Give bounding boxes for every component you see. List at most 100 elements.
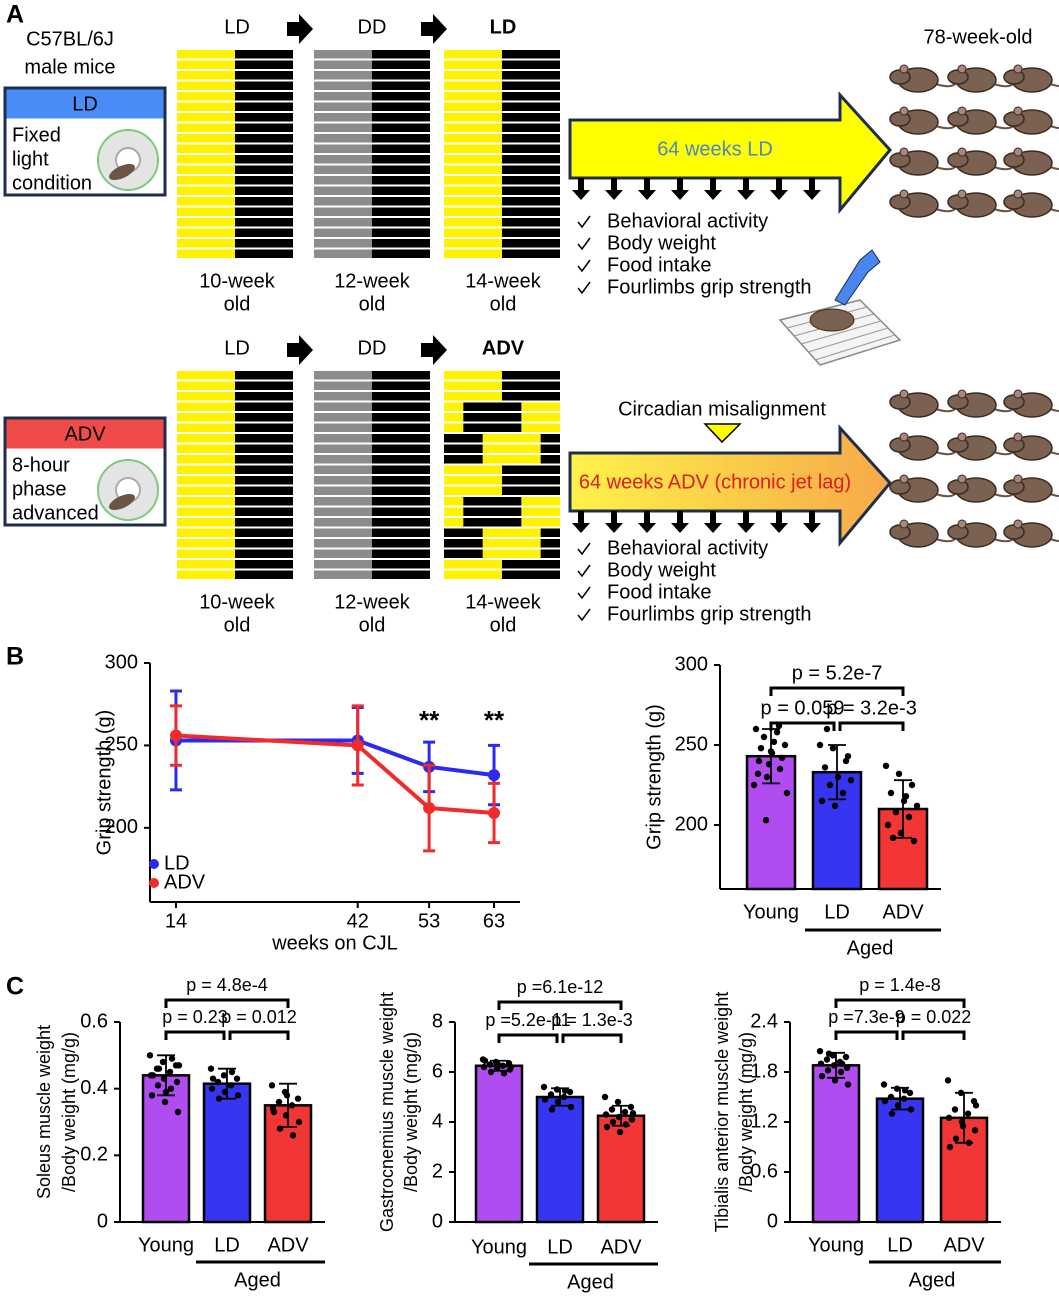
- dark-phase: [235, 371, 293, 380]
- line: [175, 733, 495, 815]
- dark-phase: [235, 455, 293, 464]
- data-point: [818, 1072, 826, 1080]
- measure-arrow: [770, 178, 788, 200]
- dark-phase: [235, 392, 293, 401]
- data-point: [609, 1118, 617, 1126]
- significance-bracket: [834, 998, 966, 1008]
- dark-phase: [502, 570, 560, 579]
- data-point: [168, 1055, 176, 1062]
- light-phase: [177, 102, 235, 111]
- duration-text: 64 weeks LD: [657, 138, 773, 160]
- dark-phase: [372, 50, 430, 59]
- dark-phase: [235, 507, 293, 516]
- data-point: [757, 745, 765, 752]
- bar: [474, 1064, 524, 1224]
- checkmark: [577, 237, 591, 251]
- dark-phase: [372, 249, 430, 258]
- panel-label: C: [6, 973, 24, 1001]
- marker: [351, 739, 364, 752]
- mouse-ear: [957, 432, 967, 442]
- data-point: [214, 1078, 222, 1086]
- light-phase: [177, 239, 235, 248]
- light-phase: [177, 549, 235, 558]
- p-value: p = 4.8e-4: [186, 975, 268, 995]
- light-phase: [444, 549, 560, 558]
- light-phase: [177, 81, 235, 90]
- light-phase: [177, 123, 235, 132]
- dark-phase: [235, 381, 293, 390]
- y-tick-label: 250: [105, 734, 138, 756]
- measurement: Food intake: [607, 254, 712, 276]
- mouse-ear: [899, 189, 909, 199]
- light-phase: [177, 176, 235, 185]
- y-tick-label: 4: [432, 1110, 443, 1132]
- data-point: [174, 1108, 182, 1116]
- age-label: old: [490, 293, 517, 315]
- dark-phase: [372, 528, 430, 537]
- data-point: [844, 1081, 852, 1088]
- dark-phase: [235, 228, 293, 237]
- dark-phase: [540, 455, 560, 464]
- dark-phase: [235, 92, 293, 101]
- mouse-ear: [899, 389, 909, 399]
- checkmark: [577, 542, 591, 556]
- light-phase: [177, 476, 235, 485]
- subjective-light: [314, 507, 372, 516]
- dark-phase: [235, 476, 293, 485]
- subjective-light: [314, 486, 372, 495]
- data-point: [275, 1098, 283, 1106]
- dark-phase: [502, 249, 560, 258]
- subjective-light: [314, 497, 372, 506]
- dark-phase: [463, 413, 522, 422]
- dark-phase: [463, 402, 522, 411]
- age-label: old: [224, 293, 251, 315]
- y-tick-label: 0.6: [750, 1160, 778, 1182]
- significance-bracket: [228, 1030, 290, 1040]
- dark-phase: [444, 549, 483, 558]
- data-point: [884, 821, 892, 829]
- light-phase: [177, 144, 235, 153]
- light-phase: [177, 381, 235, 390]
- data-point: [750, 781, 758, 789]
- age-label: 14-week: [465, 591, 542, 613]
- p-value: p = 0.059: [761, 697, 845, 719]
- data-point: [952, 1135, 960, 1142]
- y-tick-label: 8: [432, 1010, 443, 1032]
- mouse-ear: [1013, 147, 1023, 157]
- data-point: [821, 764, 829, 771]
- light-phase: [177, 113, 235, 122]
- data-point: [220, 1072, 228, 1079]
- phase-label: LD: [224, 16, 250, 38]
- dark-phase: [235, 123, 293, 132]
- dark-phase: [502, 176, 560, 185]
- measurement: Behavioral activity: [607, 210, 768, 232]
- dark-phase: [502, 228, 560, 237]
- subjective-light: [314, 528, 372, 537]
- data-point: [295, 1118, 303, 1126]
- subjective-light: [314, 207, 372, 216]
- subjective-light: [314, 518, 372, 527]
- mouse-ear: [899, 432, 909, 442]
- p-value: p =6.1e-12: [517, 977, 604, 997]
- transition-arrow: [421, 335, 447, 365]
- light-phase: [444, 539, 560, 548]
- light-phase: [444, 434, 560, 443]
- light-phase: [444, 176, 502, 185]
- light-phase: [444, 123, 502, 132]
- x-tick-label: 14: [165, 910, 187, 932]
- dark-phase: [372, 239, 430, 248]
- p-value: p = 1.3e-3: [551, 1010, 633, 1030]
- checkmark: [577, 608, 591, 622]
- subjective-light: [314, 465, 372, 474]
- dark-phase: [540, 539, 560, 548]
- light-phase: [177, 228, 235, 237]
- dark-phase: [372, 81, 430, 90]
- category-label: Young: [471, 1236, 527, 1258]
- dark-phase: [235, 71, 293, 80]
- measure-arrow: [737, 178, 755, 200]
- mouse-ear: [1013, 64, 1023, 74]
- data-point: [837, 1068, 845, 1076]
- condition-label: ADV: [64, 423, 106, 445]
- dark-phase: [372, 518, 430, 527]
- subjective-light: [314, 186, 372, 195]
